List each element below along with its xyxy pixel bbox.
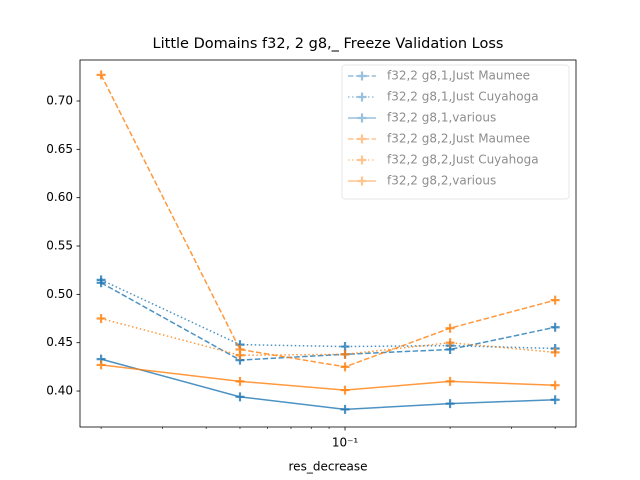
point-marker (235, 376, 245, 386)
point-marker (445, 376, 455, 386)
x-tick-label: 10⁻¹ (332, 436, 359, 450)
legend-label: f32,2 g8,1,Just Cuyahoga (387, 90, 539, 104)
y-tick-label: 0.40 (46, 384, 73, 398)
point-marker (550, 380, 560, 390)
point-marker (96, 70, 106, 80)
legend-marker (357, 92, 367, 102)
series-line (100, 279, 556, 350)
x-axis-label: res_decrease (289, 460, 368, 474)
point-marker (550, 322, 560, 332)
point-marker (96, 314, 106, 324)
point-marker (96, 360, 106, 370)
legend-label: f32,2 g8,2,Just Maumee (387, 132, 530, 146)
point-marker (340, 362, 350, 372)
y-tick-label: 0.55 (46, 239, 73, 253)
point-marker (340, 385, 350, 395)
series-line (100, 317, 556, 357)
y-tick-label: 0.50 (46, 287, 73, 301)
point-marker (235, 350, 245, 360)
chart-title: Little Domains f32, 2 g8,_ Freeze Valida… (153, 36, 504, 52)
y-tick-label: 0.70 (46, 93, 73, 107)
point-marker (550, 395, 560, 405)
point-marker (445, 323, 455, 333)
legend-box (341, 64, 570, 200)
point-marker (550, 347, 560, 357)
point-marker (96, 275, 106, 285)
legend-marker (357, 134, 367, 144)
legend-label: f32,2 g8,1,various (387, 111, 496, 125)
point-marker (445, 338, 455, 348)
legend: f32,2 g8,1,Just Maumee f32,2 g8,1,Just Cu… (341, 64, 570, 200)
y-tick-label: 0.60 (46, 190, 73, 204)
legend-marker (357, 155, 367, 165)
series-line (100, 282, 556, 361)
point-marker (445, 399, 455, 409)
point-marker (340, 342, 350, 352)
point-marker (340, 349, 350, 359)
legend-label: f32,2 g8,2,Just Cuyahoga (387, 153, 539, 167)
y-tick-label: 0.65 (46, 142, 73, 156)
point-marker (550, 295, 560, 305)
point-marker (235, 392, 245, 402)
legend-marker (357, 176, 367, 186)
point-marker (340, 404, 350, 414)
plot-frame (79, 59, 577, 428)
series-line (100, 358, 556, 411)
y-tick-label: 0.45 (46, 335, 73, 349)
legend-label: f32,2 g8,1,Just Maumee (387, 69, 530, 83)
legend-label: f32,2 g8,2,various (387, 174, 496, 188)
legend-marker (357, 113, 367, 123)
legend-marker (357, 71, 367, 81)
